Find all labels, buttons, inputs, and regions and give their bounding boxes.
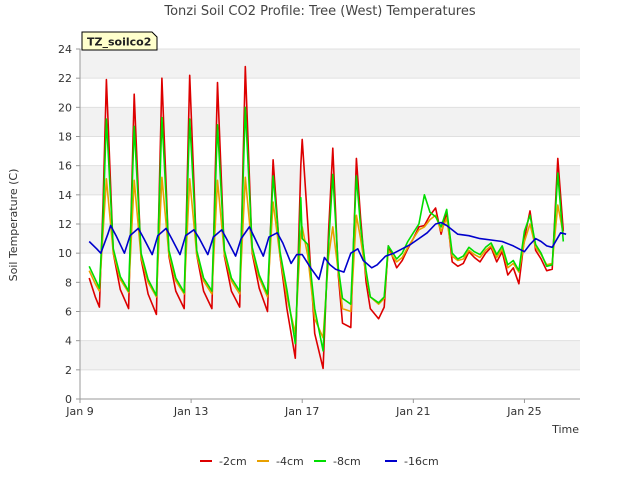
y-tick-label: 14 [58, 189, 72, 202]
y-axis-label: Soil Temperature (C) [7, 169, 20, 282]
x-tick-label: Jan 13 [173, 405, 208, 418]
grid-band [80, 282, 580, 312]
legend: -2cm -4cm -8cm -16cm [200, 455, 439, 468]
legend-item: -2cm [200, 455, 247, 468]
y-tick-label: 6 [65, 306, 72, 319]
legend-label: -4cm [276, 455, 304, 468]
site-label: TZ_soilco2 [87, 36, 151, 49]
y-tick-label: 12 [58, 218, 72, 231]
legend-item: -4cm [257, 455, 304, 468]
chart-title: Tonzi Soil CO2 Profile: Tree (West) Temp… [163, 4, 476, 19]
series-line-neg16cm [88, 221, 567, 281]
y-tick-label: 0 [65, 393, 72, 406]
y-tick-label: 24 [58, 43, 72, 56]
site-label-box: TZ_soilco2 [81, 31, 158, 51]
series-line-neg4cm [88, 176, 565, 339]
x-tick-label: Jan 21 [395, 405, 430, 418]
legend-label: -8cm [333, 455, 361, 468]
x-tick-label: Jan 25 [506, 405, 541, 418]
y-tick-label: 8 [65, 276, 72, 289]
y-tick-label: 18 [58, 131, 72, 144]
y-tick-label: 20 [58, 101, 72, 114]
legend-item: -8cm [314, 455, 361, 468]
x-tick-label: Jan 17 [284, 405, 319, 418]
series-line-neg8cm [88, 106, 565, 352]
x-axis-label: Time [551, 423, 579, 436]
legend-label: -16cm [404, 455, 439, 468]
y-tick-label: 4 [65, 335, 72, 348]
grid-band [80, 107, 580, 137]
grid-band [80, 340, 580, 370]
y-tick-label: 22 [58, 72, 72, 85]
x-axis-ticks: Jan 9 Jan 13 Jan 17 Jan 21 Jan 25 [65, 399, 542, 418]
y-tick-label: 10 [58, 247, 72, 260]
y-tick-label: 16 [58, 160, 72, 173]
grid-band [80, 49, 580, 79]
y-tick-label: 2 [65, 364, 72, 377]
plot-series [88, 65, 567, 370]
x-tick-label: Jan 9 [65, 405, 93, 418]
legend-label: -2cm [219, 455, 247, 468]
legend-item: -16cm [385, 455, 439, 468]
